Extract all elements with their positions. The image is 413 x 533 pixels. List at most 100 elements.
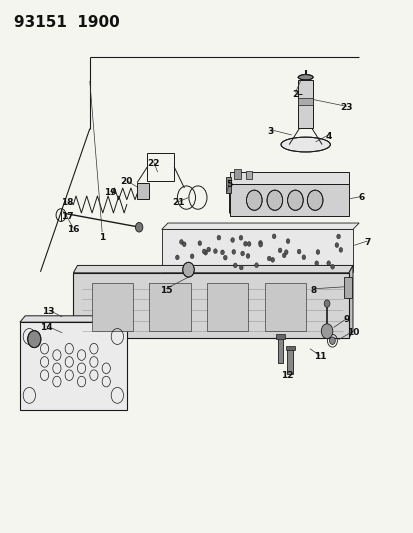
Bar (206, 284, 247, 331)
Ellipse shape (287, 190, 302, 211)
Polygon shape (229, 172, 348, 184)
Text: 22: 22 (147, 159, 159, 167)
Circle shape (285, 239, 289, 244)
Circle shape (326, 261, 330, 265)
Circle shape (282, 253, 285, 258)
Bar (149, 284, 190, 331)
Polygon shape (73, 273, 348, 338)
Bar (277, 336, 283, 363)
Bar (275, 334, 285, 338)
Circle shape (258, 243, 262, 247)
Circle shape (230, 238, 234, 243)
Text: 17: 17 (61, 212, 74, 221)
Circle shape (216, 235, 220, 240)
Circle shape (179, 239, 183, 244)
Bar (285, 346, 294, 350)
Circle shape (323, 300, 329, 308)
Circle shape (330, 264, 334, 269)
Circle shape (182, 242, 186, 247)
Circle shape (278, 248, 281, 253)
Circle shape (135, 222, 142, 232)
Circle shape (239, 236, 242, 240)
Text: 9: 9 (343, 315, 349, 324)
Circle shape (334, 243, 338, 247)
Ellipse shape (246, 190, 261, 211)
Text: 1: 1 (99, 233, 105, 242)
Text: 23: 23 (340, 103, 352, 112)
Circle shape (175, 255, 179, 260)
Circle shape (329, 337, 335, 344)
Bar (147, 153, 174, 181)
Circle shape (246, 254, 249, 259)
Polygon shape (161, 223, 358, 229)
Bar (245, 171, 252, 179)
Circle shape (267, 256, 271, 261)
Text: 93151  1900: 93151 1900 (14, 14, 119, 30)
Text: 3: 3 (267, 127, 273, 136)
Text: 11: 11 (313, 352, 325, 361)
Bar (137, 183, 149, 199)
Circle shape (258, 240, 262, 245)
Ellipse shape (298, 75, 312, 80)
Text: 20: 20 (120, 177, 133, 186)
Circle shape (243, 241, 247, 246)
Circle shape (223, 255, 227, 260)
Bar (226, 177, 231, 193)
Text: 6: 6 (357, 193, 363, 202)
Circle shape (182, 262, 194, 277)
Text: 15: 15 (159, 286, 172, 295)
Text: 19: 19 (104, 188, 116, 197)
Ellipse shape (266, 190, 282, 211)
Text: 10: 10 (346, 328, 358, 337)
Circle shape (338, 247, 342, 252)
Bar (264, 284, 305, 331)
Text: 4: 4 (324, 132, 331, 141)
Text: 5: 5 (226, 180, 232, 189)
Ellipse shape (280, 137, 330, 152)
Polygon shape (20, 316, 132, 322)
Circle shape (301, 255, 305, 260)
Text: 2: 2 (292, 90, 298, 99)
Bar (233, 169, 240, 179)
Text: 18: 18 (61, 198, 73, 207)
Circle shape (220, 250, 224, 255)
Text: 8: 8 (310, 286, 316, 295)
Ellipse shape (306, 190, 322, 211)
Text: 14: 14 (40, 323, 53, 332)
Circle shape (190, 254, 194, 259)
Text: 13: 13 (42, 307, 55, 316)
Circle shape (320, 324, 332, 338)
Circle shape (233, 263, 237, 268)
Bar (298, 80, 312, 127)
Circle shape (203, 251, 207, 255)
Circle shape (240, 251, 244, 256)
Polygon shape (229, 184, 348, 216)
Circle shape (272, 234, 275, 239)
Bar (343, 277, 351, 298)
Circle shape (206, 247, 210, 252)
Circle shape (28, 330, 41, 348)
Bar (287, 348, 292, 374)
Circle shape (213, 249, 217, 254)
Text: 16: 16 (67, 225, 79, 234)
Circle shape (254, 263, 258, 268)
Bar (298, 99, 312, 105)
Circle shape (284, 250, 287, 255)
Circle shape (197, 241, 201, 246)
Circle shape (231, 249, 235, 254)
Circle shape (202, 249, 206, 254)
Circle shape (297, 249, 300, 254)
Text: 12: 12 (280, 370, 293, 379)
Text: 7: 7 (363, 238, 370, 247)
Circle shape (270, 257, 274, 262)
Polygon shape (161, 229, 352, 272)
Circle shape (314, 261, 318, 265)
Polygon shape (20, 322, 126, 410)
Text: 21: 21 (171, 198, 184, 207)
Circle shape (316, 249, 319, 254)
Circle shape (247, 241, 250, 246)
Circle shape (239, 265, 242, 270)
Polygon shape (73, 265, 352, 273)
Bar (92, 284, 133, 331)
Polygon shape (348, 265, 352, 338)
